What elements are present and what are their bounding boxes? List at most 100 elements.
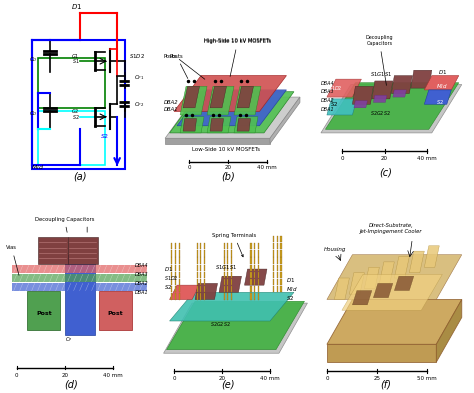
Polygon shape [170, 92, 294, 133]
Polygon shape [352, 290, 372, 305]
Text: 40 mm: 40 mm [103, 373, 122, 378]
Polygon shape [38, 237, 68, 264]
Polygon shape [99, 290, 132, 330]
Polygon shape [170, 292, 294, 321]
Bar [250, 279, 252, 285]
Bar [258, 264, 259, 271]
Bar [171, 279, 172, 285]
Text: 20: 20 [225, 165, 231, 170]
Bar [179, 272, 180, 278]
Bar [277, 257, 278, 264]
Bar [171, 272, 172, 278]
Bar [281, 257, 282, 264]
Text: 20: 20 [61, 373, 68, 378]
Text: $G2$: $G2$ [71, 107, 80, 115]
Polygon shape [424, 90, 451, 104]
Polygon shape [411, 70, 432, 88]
Bar [175, 279, 176, 285]
Bar [277, 250, 278, 257]
Polygon shape [393, 90, 406, 97]
Bar [250, 257, 252, 264]
Polygon shape [234, 117, 258, 133]
Polygon shape [374, 95, 387, 103]
Polygon shape [165, 97, 300, 138]
Bar [250, 243, 252, 249]
Polygon shape [64, 255, 95, 335]
Text: $C_D$: $C_D$ [29, 55, 38, 64]
Bar [175, 243, 176, 249]
Text: 50 mm: 50 mm [418, 376, 437, 381]
Bar [179, 279, 180, 285]
Bar [224, 243, 225, 249]
Polygon shape [326, 83, 459, 129]
Text: Decoupling Capacitors: Decoupling Capacitors [35, 217, 94, 232]
Bar [204, 264, 205, 271]
Bar [197, 272, 198, 278]
Bar [254, 286, 255, 292]
Bar [197, 264, 198, 271]
Polygon shape [207, 117, 231, 133]
Text: 0: 0 [340, 156, 344, 161]
Text: (d): (d) [64, 379, 78, 389]
Bar [197, 250, 198, 257]
Polygon shape [166, 301, 304, 350]
Bar [273, 264, 274, 271]
Text: $Mid$: $Mid$ [31, 163, 44, 171]
Bar [258, 272, 259, 278]
Bar [179, 286, 180, 292]
Text: $D1$: $D1$ [438, 68, 447, 76]
Polygon shape [354, 101, 367, 108]
Bar [227, 250, 228, 257]
Bar [281, 264, 282, 271]
Bar [277, 286, 278, 292]
Bar [273, 236, 274, 242]
Text: Low-Side 10 kV MOSFETs: Low-Side 10 kV MOSFETs [192, 147, 260, 152]
Polygon shape [237, 86, 254, 108]
Bar [281, 279, 282, 285]
Bar [204, 272, 205, 278]
Bar [227, 257, 228, 264]
Bar [171, 293, 172, 299]
Bar [171, 257, 172, 264]
Bar [254, 293, 255, 299]
Polygon shape [12, 265, 147, 273]
Bar [204, 293, 205, 299]
Text: $S1G1S1$: $S1G1S1$ [215, 263, 237, 271]
Bar [250, 286, 252, 292]
Bar [171, 243, 172, 249]
Text: High-Side 10 kV MOSFETs: High-Side 10 kV MOSFETs [204, 38, 271, 42]
Bar [258, 257, 259, 264]
Bar [227, 264, 228, 271]
Polygon shape [170, 285, 200, 299]
Text: 0: 0 [15, 373, 18, 378]
Text: Post: Post [108, 311, 123, 316]
Polygon shape [174, 75, 286, 111]
Text: Vias: Vias [6, 245, 19, 275]
Text: 0: 0 [187, 165, 191, 170]
Bar [273, 286, 274, 292]
Bar [250, 264, 252, 271]
Bar [197, 286, 198, 292]
Bar [175, 286, 176, 292]
Bar [227, 243, 228, 249]
Bar [231, 272, 232, 278]
Polygon shape [183, 86, 200, 108]
Bar [250, 293, 252, 299]
Text: $D1$: $D1$ [286, 275, 296, 284]
Bar [277, 272, 278, 278]
Text: $Mid$: $Mid$ [286, 285, 298, 292]
Bar [171, 286, 172, 292]
Text: $D1$: $D1$ [71, 2, 82, 11]
Bar [224, 257, 225, 264]
Polygon shape [334, 278, 349, 299]
Polygon shape [424, 246, 439, 267]
Bar [258, 279, 259, 285]
Polygon shape [379, 262, 394, 283]
Text: DBA3: DBA3 [321, 90, 335, 94]
Text: 40 mm: 40 mm [257, 165, 277, 170]
Bar [258, 243, 259, 249]
Text: $S2$: $S2$ [436, 98, 445, 106]
Polygon shape [270, 97, 300, 144]
Bar [273, 272, 274, 278]
Bar [258, 250, 259, 257]
